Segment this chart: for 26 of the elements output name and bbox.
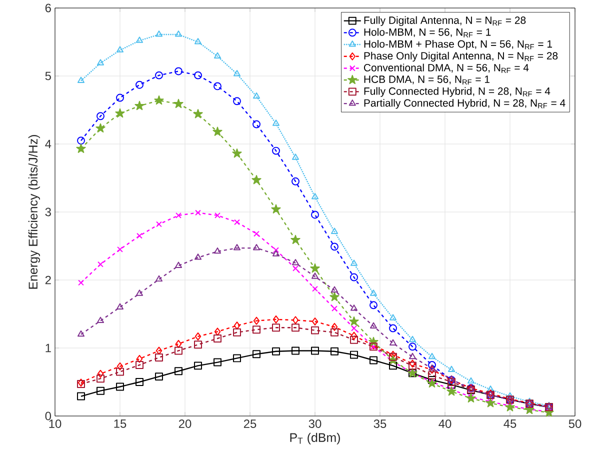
y-tick-label: 3 <box>45 208 51 216</box>
x-tick-label: 10 <box>49 420 62 428</box>
x-tick-label: 15 <box>114 420 126 428</box>
x-tick-label: 20 <box>178 420 192 428</box>
y-tick-label: 5 <box>45 72 51 80</box>
y-tick-label: 4 <box>45 140 52 148</box>
x-tick-label: 50 <box>568 420 582 428</box>
x-tick-label: 35 <box>374 420 386 428</box>
y-axis-title: Energy Efficiency (bits/J/Hz) <box>28 135 40 289</box>
y-tick-label: 6 <box>45 4 51 12</box>
legend-label: Holo-MBM + Phase Opt, N = 56, N$_{RF}$ = 1 <box>364 40 552 50</box>
x-tick-label: 25 <box>244 420 256 428</box>
legend-label: Partially Connected Hybrid, N = 28, N$_{RF}$ = 4 <box>364 99 566 109</box>
x-axis-title: P$_{T}$ (dBm) <box>290 432 340 444</box>
x-tick-label: 40 <box>438 420 452 428</box>
y-tick-label: 0 <box>45 412 52 420</box>
legend-label: HCB DMA, N = 56, N$_{RF}$ = 1 <box>364 76 490 85</box>
y-tick-label: 1 <box>46 344 51 352</box>
y-tick-label: 2 <box>45 276 51 284</box>
legend-label: Conventional DMA, N = 56, N$_{RF}$ = 4 <box>364 64 529 73</box>
x-tick-label: 45 <box>504 420 516 428</box>
legend-label: Phase Only Digital Antenna, N = N$_{RF}$ = 28 <box>364 52 558 62</box>
legend-label: Holo-MBM, N = 56, N$_{RF}$ = 1 <box>364 28 491 38</box>
legend-label: Fully Connected Hybrid, N = 28, N$_{RF}$ = 4 <box>364 87 550 97</box>
legend-label: Fully Digital Antenna, N = N$_{RF}$ = 28 <box>364 16 526 26</box>
x-tick-label: 30 <box>308 420 322 428</box>
